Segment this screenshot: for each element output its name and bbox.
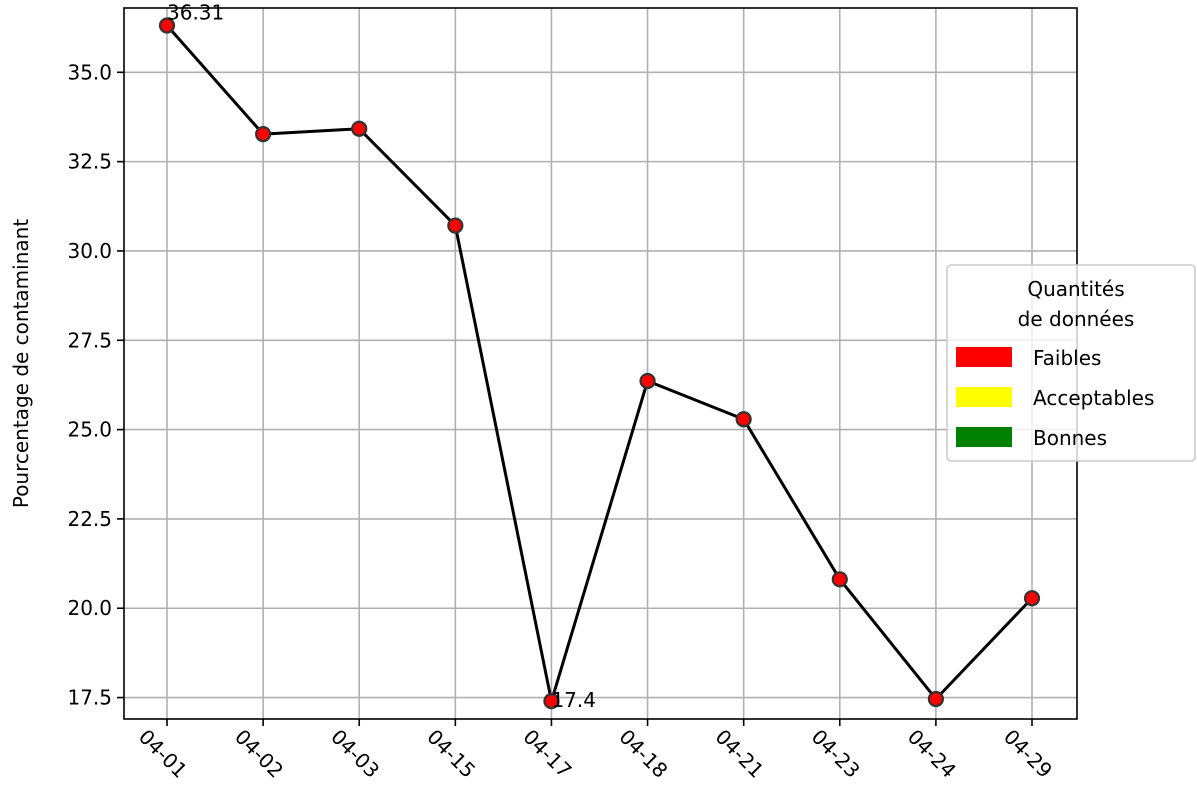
legend-swatch [956, 387, 1012, 407]
data-point [735, 411, 752, 428]
y-tick-label: 27.5 [67, 328, 112, 352]
x-tick-label: 04-15 [422, 725, 480, 783]
legend-entry-label: Acceptables [1033, 386, 1154, 410]
x-axis: 04-01 04-02 04-03 04-15 04-17 04-18 04-21 04-23… [134, 719, 1057, 783]
data-point [447, 217, 464, 234]
x-tick-label: 04-17 [518, 725, 576, 783]
y-axis-label: Pourcentage de contaminant [9, 219, 33, 508]
y-tick-label: 17.5 [67, 686, 112, 710]
legend-entry-label: Bonnes [1033, 426, 1107, 450]
grid-lines [124, 8, 1077, 719]
y-tick-label: 20.0 [67, 596, 112, 620]
y-tick-label: 30.0 [67, 239, 112, 263]
y-tick-label: 35.0 [67, 60, 112, 84]
legend: Quantités de données Faibles Acceptables Bon… [946, 264, 1196, 462]
data-points [158, 17, 1041, 710]
data-label: 36.31 [167, 1, 224, 25]
x-tick-label: 04-18 [615, 725, 673, 783]
data-point [639, 372, 656, 390]
data-point [1023, 590, 1041, 607]
plot-frame [123, 7, 1078, 720]
y-tick-label: 22.5 [67, 507, 112, 531]
data-label: 17.4 [551, 688, 596, 712]
x-tick-label: 04-01 [134, 725, 192, 783]
legend-title: de données [1018, 307, 1135, 331]
series-polyline [165, 24, 1034, 703]
x-tick-label: 04-23 [807, 725, 865, 783]
legend-swatch [956, 427, 1012, 447]
data-point [158, 17, 176, 34]
y-tick-label: 32.5 [67, 150, 112, 174]
x-tick-label: 04-24 [903, 725, 961, 783]
data-point [255, 126, 272, 143]
x-tick-label: 04-03 [326, 725, 384, 783]
y-tick-label: 25.0 [67, 418, 112, 442]
annotations: 36.31 17.4 [167, 1, 596, 713]
data-point [351, 120, 368, 137]
legend-swatch [956, 347, 1012, 367]
x-tick-label: 04-29 [999, 725, 1057, 783]
series-line [165, 24, 1034, 703]
data-point [831, 571, 848, 588]
data-point [927, 690, 944, 708]
x-tick-label: 04-21 [711, 725, 769, 783]
y-axis: 17.5 20.0 22.5 25.0 27.5 30.0 32.5 35.0 [67, 60, 124, 710]
legend-title: Quantités [1027, 277, 1124, 301]
legend-entry-label: Faibles [1033, 346, 1101, 370]
legend-box [946, 264, 1196, 462]
data-point [543, 693, 560, 710]
x-tick-label: 04-02 [230, 725, 288, 783]
